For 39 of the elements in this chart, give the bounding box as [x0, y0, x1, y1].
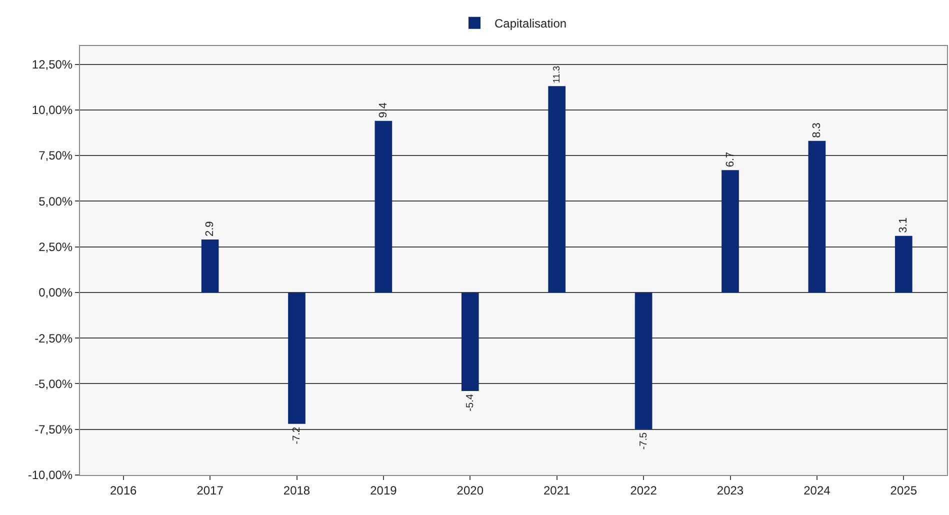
x-tick-label: 2022 — [630, 483, 658, 498]
y-tick-label: -10,00% — [28, 468, 73, 482]
y-tick-label: -5,00% — [34, 376, 73, 391]
x-tick-label: 2021 — [544, 483, 571, 498]
bar — [808, 140, 826, 292]
x-tick-label: 2017 — [196, 483, 224, 498]
x-tick-label: 2025 — [890, 483, 918, 498]
data-label: -7.2 — [291, 426, 302, 444]
y-tick-label: -7,50% — [34, 422, 73, 437]
y-tick-label: 12,50% — [32, 57, 73, 72]
bar — [374, 120, 392, 292]
x-tick-label: 2020 — [456, 483, 484, 498]
bar — [548, 86, 566, 292]
bar — [201, 240, 219, 292]
data-label: 8.3 — [810, 122, 823, 138]
y-tick-label: 5,00% — [38, 194, 73, 208]
data-label: 3.1 — [898, 218, 910, 233]
data-label: 6.7 — [724, 152, 736, 168]
bar — [461, 292, 479, 392]
legend-label: Capitalisation — [494, 16, 567, 31]
bar — [894, 236, 912, 292]
x-tick-label: 2023 — [716, 483, 744, 498]
y-tick-label: 7,50% — [38, 148, 73, 163]
y-tick-label: -2,50% — [34, 331, 73, 346]
bar — [288, 292, 306, 424]
data-label: 2.9 — [204, 221, 216, 237]
data-label: 11.3 — [551, 66, 562, 84]
data-label: 9.4 — [377, 102, 390, 118]
x-tick-label: 2019 — [370, 483, 398, 498]
x-tick-label: 2016 — [110, 483, 138, 498]
bar — [634, 292, 652, 430]
y-tick-label: 10,00% — [32, 103, 73, 118]
x-tick-label: 2024 — [804, 483, 831, 498]
y-tick-label: 0,00% — [38, 286, 73, 300]
data-label: -7.5 — [638, 432, 650, 450]
x-tick-label: 2018 — [283, 483, 310, 498]
bar — [722, 170, 739, 292]
data-label: -5.4 — [464, 394, 476, 412]
y-tick-label: 2,50% — [38, 240, 73, 254]
